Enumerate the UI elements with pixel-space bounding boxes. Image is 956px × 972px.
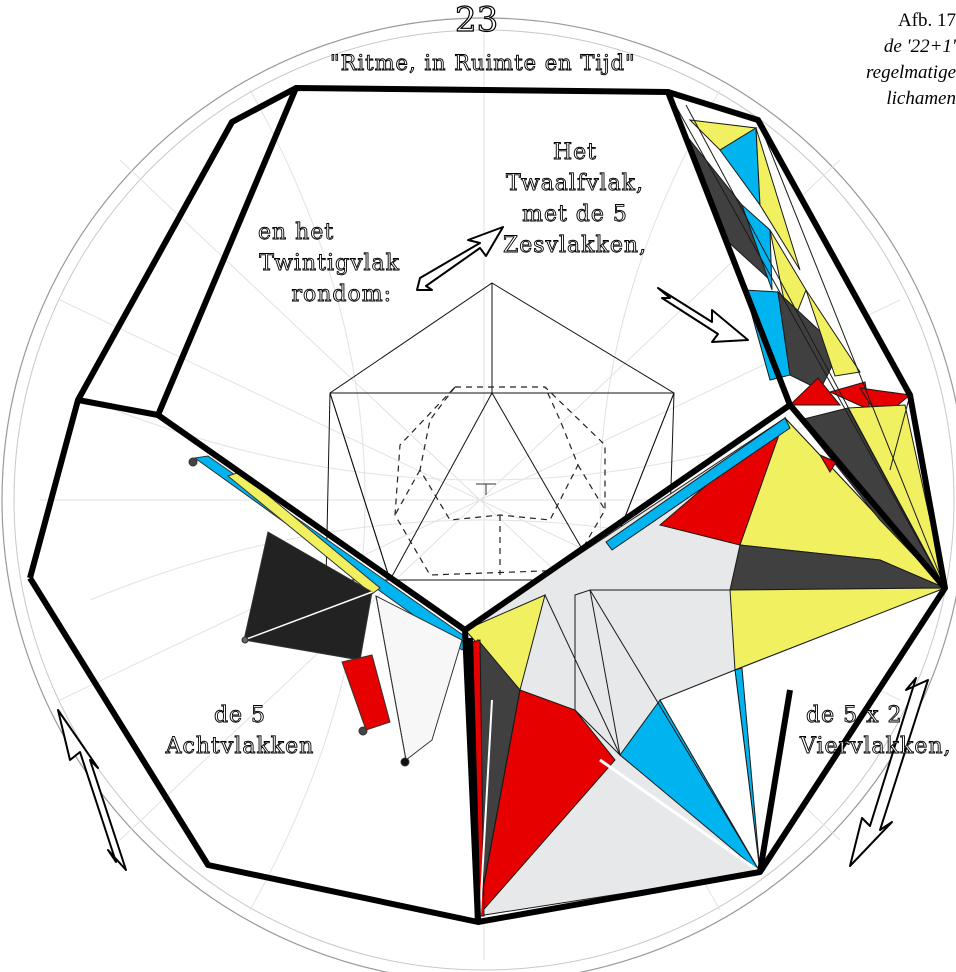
central-wireframe bbox=[325, 282, 675, 581]
achtvlakken-line-1: de 5 bbox=[213, 703, 267, 729]
arrows bbox=[57, 226, 929, 871]
viervlakken-line-2: Viervlakken, bbox=[800, 734, 952, 760]
caption-line-2: regelmatige bbox=[865, 62, 956, 83]
twintigvlak-line-2: Twintigvlak bbox=[259, 251, 400, 277]
center-mark bbox=[476, 483, 496, 495]
page-title: "Ritme, in Ruimte en Tijd" bbox=[330, 51, 636, 76]
twintigvlak-line-3: rondom: bbox=[291, 282, 392, 308]
dashed-dodecahedron bbox=[394, 386, 606, 576]
hex-yellow-4 bbox=[805, 289, 861, 377]
label-twintigvlak: en het Twintigvlak rondom: bbox=[240, 217, 400, 310]
label-achtvlakken: de 5 Achtvlakken bbox=[165, 700, 315, 762]
twaalfvlak-line-4: Zesvlakken, bbox=[502, 233, 648, 259]
hex-blue-2 bbox=[741, 204, 773, 291]
hex-red-4 bbox=[818, 453, 837, 473]
arrow-up-left bbox=[57, 709, 127, 871]
hexahedra-group bbox=[667, 91, 946, 590]
hex-yellow-2 bbox=[755, 127, 801, 271]
arrow-to-viervlakken bbox=[849, 677, 929, 867]
caption-line-1: de '22+1' bbox=[883, 36, 956, 57]
twintigvlak-line-1: en het bbox=[258, 220, 335, 246]
twaalfvlak-line-1: Het bbox=[552, 140, 598, 166]
octahedra-group bbox=[188, 455, 471, 767]
hex-red-1 bbox=[788, 377, 842, 406]
central-pentagon bbox=[325, 282, 675, 581]
tetrahedra-group bbox=[464, 416, 947, 918]
twaalfvlak-line-3: met de 5 bbox=[522, 202, 628, 228]
arrow-to-twaalfvlak bbox=[416, 226, 504, 291]
arrow-to-zesvlakken bbox=[657, 287, 749, 343]
outer-sphere bbox=[1, 17, 956, 972]
caption-fig-label: Afb. 17 bbox=[897, 10, 956, 31]
tet-blue-strip bbox=[605, 417, 791, 551]
label-twaalfvlak: Het Twaalfvlak, met de 5 Zesvlakken, bbox=[500, 137, 650, 261]
octa-red-face bbox=[341, 654, 391, 731]
background-grid bbox=[40, 30, 930, 960]
tet-white-2 bbox=[659, 669, 761, 873]
viervlakken-line-1: de 5 x 2 bbox=[806, 703, 903, 729]
twaalfvlak-line-2: Twaalfvlak, bbox=[505, 171, 645, 197]
achtvlakken-line-2: Achtvlakken bbox=[165, 734, 315, 760]
figure-caption: Afb. 17 de '22+1' regelmatige lichamen bbox=[866, 8, 956, 112]
page-number: 23 bbox=[454, 0, 499, 41]
top-pentagon bbox=[155, 85, 793, 633]
octa-yellow-strip bbox=[226, 471, 381, 595]
label-viervlakken: de 5 x 2 Viervlakken, bbox=[800, 700, 956, 762]
caption-line-3: lichamen bbox=[886, 88, 956, 109]
dodecahedron-outline bbox=[27, 85, 948, 925]
